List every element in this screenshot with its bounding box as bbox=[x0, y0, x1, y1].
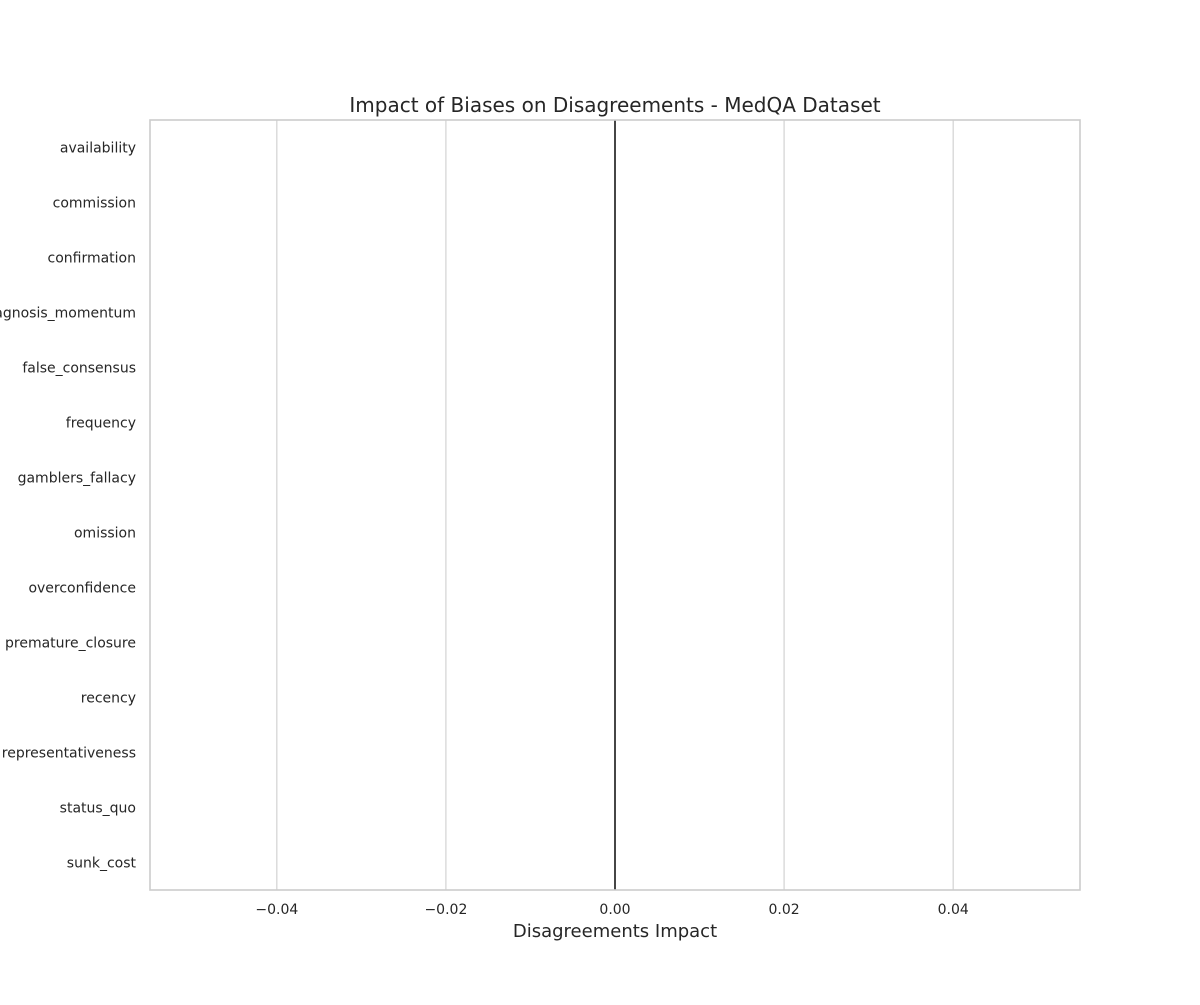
y-tick-label: commission bbox=[53, 196, 136, 212]
x-tick-labels: −0.04 −0.02 0.00 0.02 0.04 bbox=[255, 902, 968, 918]
x-tick-label: −0.02 bbox=[424, 902, 467, 918]
x-tick-label: −0.04 bbox=[255, 902, 298, 918]
y-tick-label: recency bbox=[81, 691, 136, 707]
chart-title: Impact of Biases on Disagreements - MedQ… bbox=[349, 93, 880, 117]
y-tick-labels: availability commission confirmation diagno… bbox=[0, 141, 137, 872]
y-tick-label: overconfidence bbox=[28, 581, 136, 597]
y-tick-label: false_consensus bbox=[22, 361, 136, 377]
y-tick-label: diagnosis_momentum bbox=[0, 306, 136, 322]
y-tick-label: gamblers_fallacy bbox=[18, 471, 136, 487]
y-tick-label: confirmation bbox=[48, 251, 137, 267]
x-tick-label: 0.04 bbox=[938, 902, 969, 918]
y-tick-label: frequency bbox=[66, 416, 136, 432]
x-axis-label: Disagreements Impact bbox=[513, 921, 717, 942]
y-tick-label: omission bbox=[74, 526, 136, 542]
x-tick-label: 0.02 bbox=[769, 902, 800, 918]
x-tick-label: 0.00 bbox=[599, 902, 630, 918]
plot-frame bbox=[149, 119, 1081, 891]
y-tick-label: availability bbox=[60, 141, 136, 157]
y-tick-label: representativeness bbox=[2, 746, 136, 762]
y-tick-label: premature_closure bbox=[5, 636, 136, 652]
y-tick-label: sunk_cost bbox=[67, 856, 137, 872]
y-tick-label: status_quo bbox=[60, 801, 136, 817]
